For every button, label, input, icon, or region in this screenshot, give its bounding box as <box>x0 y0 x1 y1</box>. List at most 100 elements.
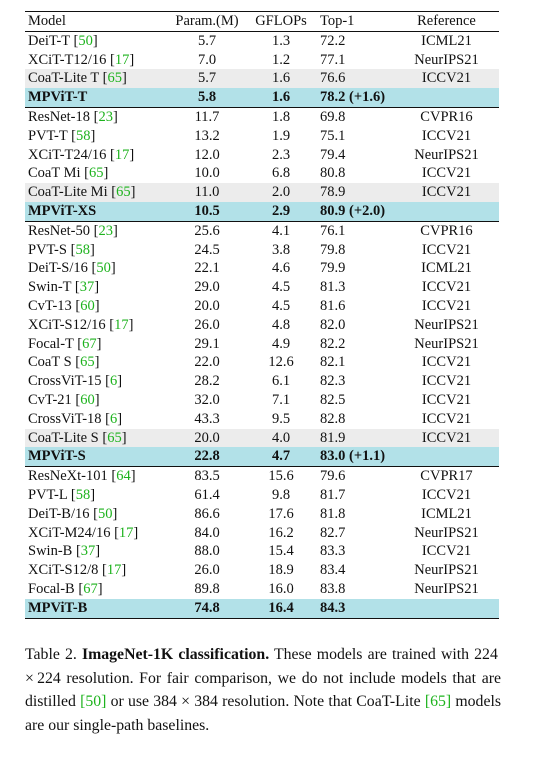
table-row: XCiT-S12/8 [17] 26.0 18.9 83.4 NeurIPS21 <box>25 561 499 580</box>
cell-gflops: 6.1 <box>271 373 291 390</box>
table-row: CoaT Mi [65] 10.0 6.8 80.8 ICCV21 <box>25 164 499 183</box>
cell-model: MPViT-S <box>25 447 166 467</box>
citation-link[interactable]: 23 <box>98 108 113 125</box>
model-name: ResNet-50 <box>28 222 91 239</box>
cell-model: CrossViT-15 [6] <box>28 373 123 390</box>
cell-model: ResNeXt-101 [64] <box>25 466 166 486</box>
cell-reference: ICCV21 <box>421 486 472 503</box>
cell-model: Focal-T [67] <box>28 335 102 352</box>
cell-params: 12.0 <box>194 146 220 163</box>
cell-gflops: 3.8 <box>271 241 291 258</box>
citation-link[interactable]: 37 <box>79 279 95 296</box>
table-row: CoaT-Lite Mi [65] 11.0 2.0 78.9 ICCV21 <box>25 183 499 202</box>
cell-model: DeiT-S/16 [50] <box>28 260 116 277</box>
model-name: XCiT-S12/16 <box>28 316 106 333</box>
cell-top1: 72.2 <box>320 32 346 49</box>
table-row: DeiT-B/16 [50] 86.6 17.6 81.8 ICML21 <box>25 505 499 524</box>
results-table: Model Param.(M) GFLOPs Top-1 Reference D… <box>25 11 499 619</box>
cell-model: ResNet-18 [23] <box>25 106 166 127</box>
citation-link[interactable]: 65 <box>88 165 104 182</box>
cell-model: Focal-B [67] <box>28 580 103 597</box>
cell-model: MPViT-XS <box>25 201 166 222</box>
citation-link[interactable]: 64 <box>116 468 131 485</box>
citation-link[interactable]: 37 <box>80 543 96 560</box>
citation-link[interactable]: 50 <box>97 505 113 522</box>
cell-reference <box>394 598 499 619</box>
cell-top1: 81.8 <box>320 505 346 522</box>
citation-link[interactable]: 17 <box>114 51 130 68</box>
cell-gflops: 2.3 <box>271 146 291 163</box>
cell-model: ResNet-50 [23] <box>25 220 166 241</box>
citation-link[interactable]: 67 <box>82 335 97 352</box>
cell-top1: 75.1 <box>320 127 346 144</box>
citation-link[interactable]: 23 <box>98 222 113 239</box>
cell-top1: 83.0 (+1.1) <box>314 447 394 467</box>
cell-params: 7.0 <box>197 51 217 68</box>
cell-gflops: 4.6 <box>271 260 291 277</box>
citation-link[interactable]: [65] <box>424 693 452 710</box>
citation-link[interactable]: 65 <box>80 354 95 371</box>
cell-params: 22.8 <box>166 447 248 467</box>
cell-reference: ICCV21 <box>421 543 472 560</box>
citation-link[interactable]: 50 <box>78 32 93 49</box>
cell-top1: 82.2 <box>320 335 346 352</box>
citation-link[interactable]: 17 <box>118 524 134 541</box>
cell-top1: 83.4 <box>320 562 346 579</box>
caption-text-3: models are our single-path baselines. <box>25 693 501 734</box>
model-name: Swin-T <box>28 279 72 296</box>
table-row: CrossViT-18 [6] 43.3 9.5 82.8 ICCV21 <box>25 410 499 429</box>
cell-reference <box>394 201 499 222</box>
cell-model: MPViT-T <box>25 88 166 108</box>
citation-link[interactable]: 50 <box>96 260 111 277</box>
citation-link[interactable]: 58 <box>75 486 91 503</box>
citation-link[interactable]: 58 <box>75 127 91 144</box>
citation-link[interactable]: 65 <box>116 184 131 201</box>
model-name: Swin-B <box>28 543 73 560</box>
cell-top1: 79.8 <box>320 241 346 258</box>
cell-top1: 83.8 <box>320 580 346 597</box>
model-name: CvT-21 <box>28 391 72 408</box>
table-body: DeiT-T [50] 5.7 1.3 72.2 ICML21 XCiT-T12/16 [… <box>25 31 499 619</box>
citation-link[interactable]: 67 <box>83 580 98 597</box>
caption-label: Table 2. <box>25 646 77 663</box>
citation-link[interactable]: 58 <box>75 241 90 258</box>
citation-link[interactable]: [50] <box>80 693 107 710</box>
header-params: Param.(M) <box>166 11 248 32</box>
model-name: MPViT-S <box>28 448 86 465</box>
table-row: XCiT-T12/16 [17] 7.0 1.2 77.1 NeurIPS21 <box>25 51 499 70</box>
cell-model: CoaT-Lite S [65] <box>25 428 166 448</box>
cell-top1: 82.8 <box>320 410 346 427</box>
cell-params: 32.0 <box>194 391 220 408</box>
table-row: CrossViT-15 [6] 28.2 6.1 82.3 ICCV21 <box>25 372 499 391</box>
citation-link[interactable]: 17 <box>114 146 130 163</box>
cell-reference: NeurIPS21 <box>414 316 479 333</box>
citation-link[interactable]: 6 <box>110 410 118 427</box>
cell-reference: ICCV21 <box>394 183 499 202</box>
cell-model: PVT-S [58] <box>28 241 95 258</box>
cell-model: XCiT-T24/16 [17] <box>28 146 135 163</box>
table-row: DeiT-T [50] 5.7 1.3 72.2 ICML21 <box>25 31 499 50</box>
cell-params: 5.7 <box>197 32 217 49</box>
cell-gflops: 12.6 <box>268 354 294 371</box>
citation-link[interactable]: 6 <box>110 373 118 390</box>
cell-params: 29.1 <box>194 335 220 352</box>
model-name: XCiT-M24/16 <box>28 524 111 541</box>
citation-link[interactable]: 65 <box>107 70 123 87</box>
cell-model: Swin-B [37] <box>28 543 101 560</box>
citation-link[interactable]: 60 <box>80 297 95 314</box>
cell-reference: ICCV21 <box>421 410 472 427</box>
table-row: CoaT S [65] 22.0 12.6 82.1 ICCV21 <box>25 353 499 372</box>
model-name: Focal-T <box>28 335 74 352</box>
citation-link[interactable]: 17 <box>114 316 129 333</box>
cell-params: 20.0 <box>166 428 248 448</box>
cell-gflops: 1.8 <box>248 106 314 127</box>
cell-params: 83.5 <box>166 466 248 486</box>
citation-link[interactable]: 17 <box>106 562 122 579</box>
model-name: XCiT-T24/16 <box>28 146 107 163</box>
citation-link[interactable]: 60 <box>80 391 95 408</box>
cell-params: 22.0 <box>194 354 220 371</box>
table-row: CvT-13 [60] 20.0 4.5 81.6 ICCV21 <box>25 297 499 316</box>
cell-model: XCiT-T12/16 [17] <box>28 51 135 68</box>
citation-link[interactable]: 65 <box>107 429 122 446</box>
cell-params: 61.4 <box>194 486 220 503</box>
